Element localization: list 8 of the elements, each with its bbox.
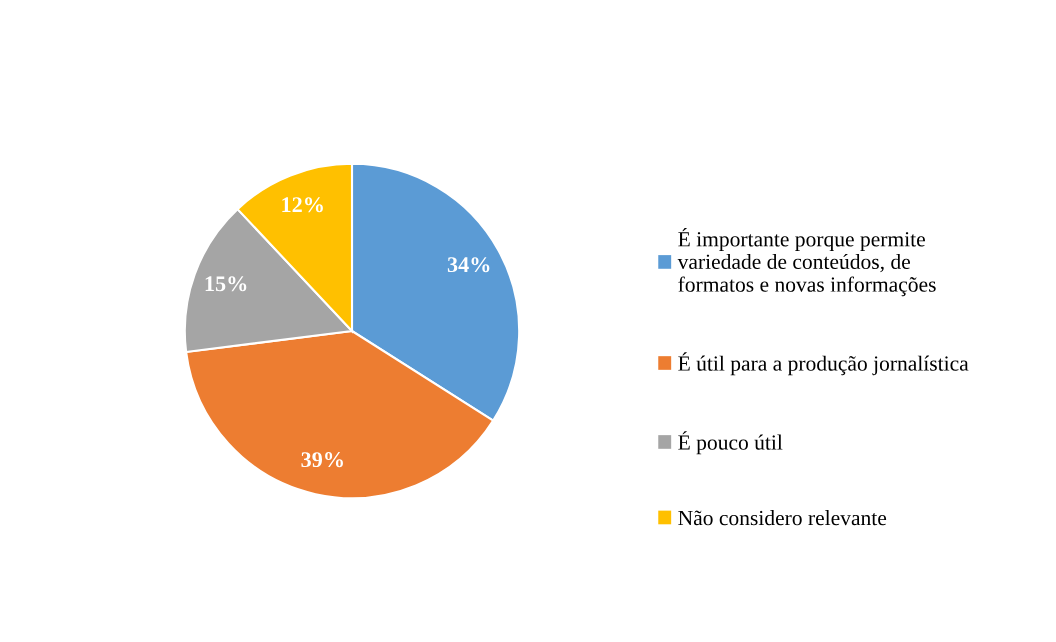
legend-label: É útil para a produção jornalística <box>678 352 969 376</box>
data-label: 34% <box>447 257 490 273</box>
data-label: 15% <box>205 276 247 292</box>
legend-label: Não considero relevante <box>678 510 887 526</box>
data-label: 39% <box>301 452 343 468</box>
legend-label: É importante porque permite variedade de conteúdos, de formatos e novas informações <box>677 227 936 297</box>
legend-label: É pouco útil <box>678 431 783 455</box>
data-label: 12% <box>282 197 323 213</box>
